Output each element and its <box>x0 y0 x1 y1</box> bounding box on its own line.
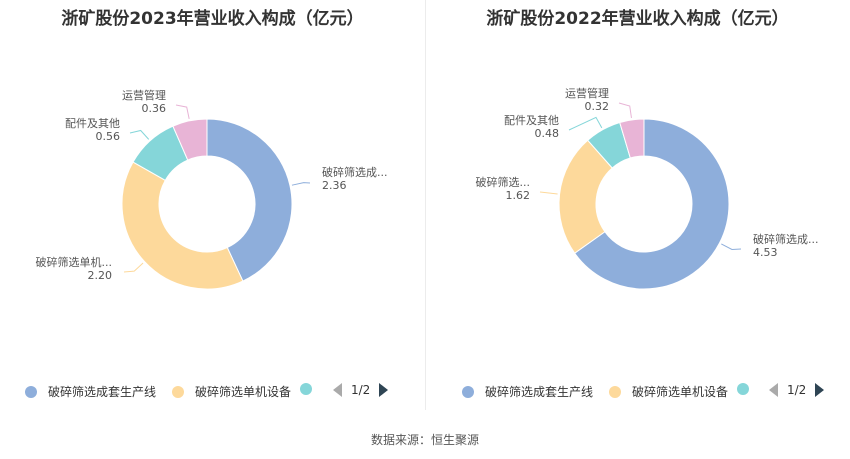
prev-page-icon[interactable] <box>769 383 778 397</box>
legend-dot-complete-line <box>25 385 37 398</box>
legend-item-single-machine[interactable]: 破碎筛选单机设备 <box>609 383 728 400</box>
chart-title-2023: 浙矿股份2023年营业收入构成（亿元） <box>61 9 364 29</box>
legend-item-single-machine[interactable]: 破碎筛选单机设备 <box>172 383 291 400</box>
legend-label: 破碎筛选单机设备 <box>632 385 729 399</box>
legend-label: 破碎筛选成套生产线 <box>48 385 157 399</box>
legend-item-complete-line[interactable]: 破碎筛选成套生产线 <box>25 383 156 400</box>
leader-line-single-machine <box>123 262 144 273</box>
legend-page-indicator: 1/2 <box>787 383 807 397</box>
slice-value-parts-other: 0.48 <box>535 127 560 140</box>
legend-pager: 1/2 <box>769 383 825 397</box>
legend-dot-single-machine <box>172 385 184 398</box>
legend-label: 破碎筛选单机设备 <box>195 385 292 399</box>
leader-line-operations <box>618 102 632 118</box>
slice-label-single-machine: 破碎筛选... <box>476 175 531 189</box>
prev-page-icon[interactable] <box>333 383 342 397</box>
slice-label-complete-line: 破碎筛选成... <box>322 165 388 179</box>
chart-title-2022: 浙矿股份2022年营业收入构成（亿元） <box>486 9 789 29</box>
slice-value-complete-line: 2.36 <box>322 179 347 192</box>
leader-line-operations <box>175 104 190 119</box>
slice-label-parts-other: 配件及其他 <box>65 117 120 130</box>
slice-single-machine[interactable] <box>121 161 244 290</box>
chart-panel-2022: 浙矿股份2022年营业收入构成（亿元） 破碎筛选成... 4.53 破碎筛选... 1… <box>425 0 850 410</box>
legend-dot-parts <box>300 383 312 395</box>
legend-dot-single-machine <box>609 385 621 398</box>
leader-line-parts-other <box>129 129 150 140</box>
legend-2023: 破碎筛选成套生产线 破碎筛选单机设备 1/2 <box>0 383 425 403</box>
slice-operations[interactable] <box>619 118 645 159</box>
legend-pager: 1/2 <box>333 383 389 397</box>
slice-value-parts-other: 0.56 <box>96 130 121 143</box>
data-source-note: 数据来源：恒生聚源 <box>370 433 479 447</box>
next-page-icon[interactable] <box>815 383 825 397</box>
legend-item-parts[interactable] <box>300 383 323 395</box>
slice-value-single-machine: 1.62 <box>506 189 531 202</box>
slice-label-operations: 运营管理 <box>565 86 609 100</box>
slice-value-operations: 0.36 <box>142 102 167 115</box>
legend-label: 破碎筛选成套生产线 <box>485 385 594 399</box>
legend-item-complete-line[interactable]: 破碎筛选成套生产线 <box>462 383 593 400</box>
leader-line-single-machine <box>539 191 558 195</box>
next-page-icon[interactable] <box>379 383 389 397</box>
legend-dot-complete-line <box>462 385 474 398</box>
slice-value-operations: 0.32 <box>585 100 610 113</box>
slice-label-operations: 运营管理 <box>122 88 166 102</box>
chart-panel-2023: 浙矿股份2023年营业收入构成（亿元） 破碎筛选成... 2.36 破碎筛选单机..… <box>0 0 425 410</box>
legend-dot-parts <box>737 383 749 395</box>
slice-label-complete-line: 破碎筛选成... <box>753 232 819 246</box>
slice-value-single-machine: 2.20 <box>88 269 113 282</box>
slice-label-single-machine: 破碎筛选单机... <box>36 255 113 269</box>
legend-2022: 破碎筛选成套生产线 破碎筛选单机设备 1/2 <box>425 383 850 403</box>
legend-item-parts[interactable] <box>737 383 760 395</box>
leader-line-complete-line <box>291 182 311 186</box>
slice-complete-line[interactable] <box>206 118 293 282</box>
legend-page-indicator: 1/2 <box>351 383 371 397</box>
slice-operations[interactable] <box>172 118 208 161</box>
slice-complete-line[interactable] <box>573 118 730 290</box>
panel-divider <box>425 0 426 410</box>
slice-label-parts-other: 配件及其他 <box>504 114 559 127</box>
leader-line-complete-line <box>721 243 742 250</box>
slice-value-complete-line: 4.53 <box>753 246 778 259</box>
leader-line-parts-other <box>568 116 603 131</box>
